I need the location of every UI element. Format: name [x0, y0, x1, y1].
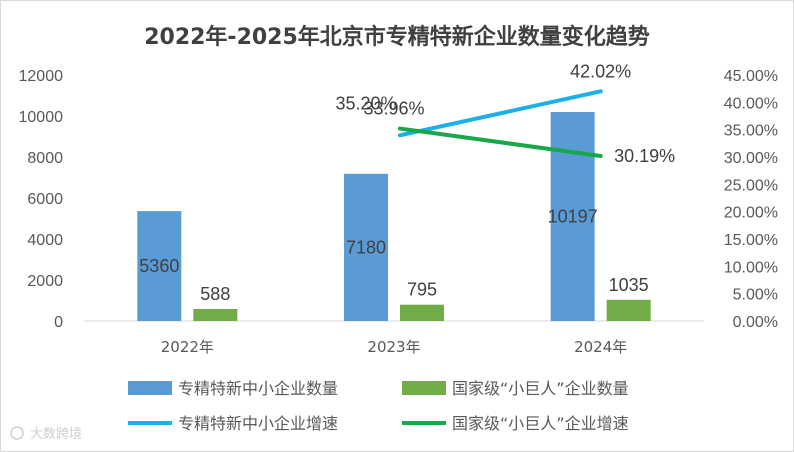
- line-data-labels: 33.96% 42.02% 35.20% 30.19%: [335, 61, 675, 166]
- bar-little-giants: [400, 304, 444, 321]
- line-data-label: 35.20%: [335, 94, 396, 114]
- bar-data-label: 588: [200, 284, 230, 304]
- category-label: 2024年: [574, 338, 627, 356]
- category-label: 2023年: [367, 338, 420, 356]
- legend-swatch-bar: [128, 381, 172, 395]
- bar-data-label: 7180: [346, 237, 386, 257]
- left-tick-label: 4000: [27, 232, 63, 249]
- chart-title: 2022年-2025年北京市专精特新企业数量变化趋势: [144, 24, 650, 50]
- bar-smes: [550, 111, 595, 321]
- left-tick-label: 0: [54, 314, 63, 331]
- legend-label: 专精特新中小企业增速: [178, 414, 338, 433]
- left-tick-label: 8000: [27, 150, 63, 167]
- bar-smes: [344, 173, 388, 321]
- right-tick-label: 35.00%: [724, 123, 778, 140]
- line-data-label: 42.02%: [570, 61, 631, 81]
- line-data-label: 30.19%: [614, 146, 675, 166]
- bar-data-label: 795: [407, 280, 437, 300]
- bar-series: [137, 111, 651, 321]
- right-axis: 0.00% 5.00% 10.00% 15.00% 20.00% 25.00% 30.00%…: [724, 68, 778, 331]
- line-data-label: 33.96%: [363, 98, 424, 118]
- category-axis: 2022年 2023年 2024年: [161, 338, 628, 356]
- bar-little-giants: [193, 308, 238, 321]
- left-tick-label: 6000: [27, 191, 63, 208]
- legend-label: 专精特新中小企业数量: [178, 379, 338, 398]
- bar-data-label: 10197: [548, 206, 598, 226]
- watermark-text: 大数跨境: [30, 427, 82, 442]
- right-tick-label: 10.00%: [724, 259, 778, 276]
- right-tick-label: 20.00%: [724, 205, 778, 222]
- right-tick-label: 40.00%: [724, 95, 778, 112]
- legend-swatch-bar: [402, 381, 446, 395]
- watermark-logo-icon: [10, 426, 24, 440]
- category-label: 2022年: [161, 338, 214, 356]
- bar-little-giants: [606, 299, 651, 321]
- right-tick-label: 15.00%: [724, 232, 778, 249]
- bar-data-label: 1035: [609, 275, 649, 295]
- left-tick-label: 2000: [27, 273, 63, 290]
- watermark: 大数跨境: [10, 426, 82, 442]
- right-tick-label: 25.00%: [724, 177, 778, 194]
- legend-label: 国家级“小巨人”企业增速: [452, 414, 629, 433]
- bar-smes: [137, 211, 182, 321]
- right-tick-label: 30.00%: [724, 150, 778, 167]
- right-tick-label: 0.00%: [733, 314, 778, 331]
- left-tick-label: 12000: [19, 68, 64, 85]
- left-tick-label: 10000: [19, 109, 64, 126]
- legend-label: 国家级“小巨人”企业数量: [452, 379, 629, 398]
- right-tick-label: 45.00%: [724, 68, 778, 85]
- bar-data-label: 5360: [139, 256, 179, 276]
- line-smes-growth: [398, 89, 603, 138]
- right-tick-label: 5.00%: [733, 287, 778, 304]
- bar-data-labels: 5360 7180 10197 588 795 1035: [139, 206, 648, 303]
- line-series: [398, 89, 603, 158]
- left-axis: 0 2000 4000 6000 8000 10000 12000: [19, 68, 64, 331]
- line-little-giants-growth: [398, 126, 603, 158]
